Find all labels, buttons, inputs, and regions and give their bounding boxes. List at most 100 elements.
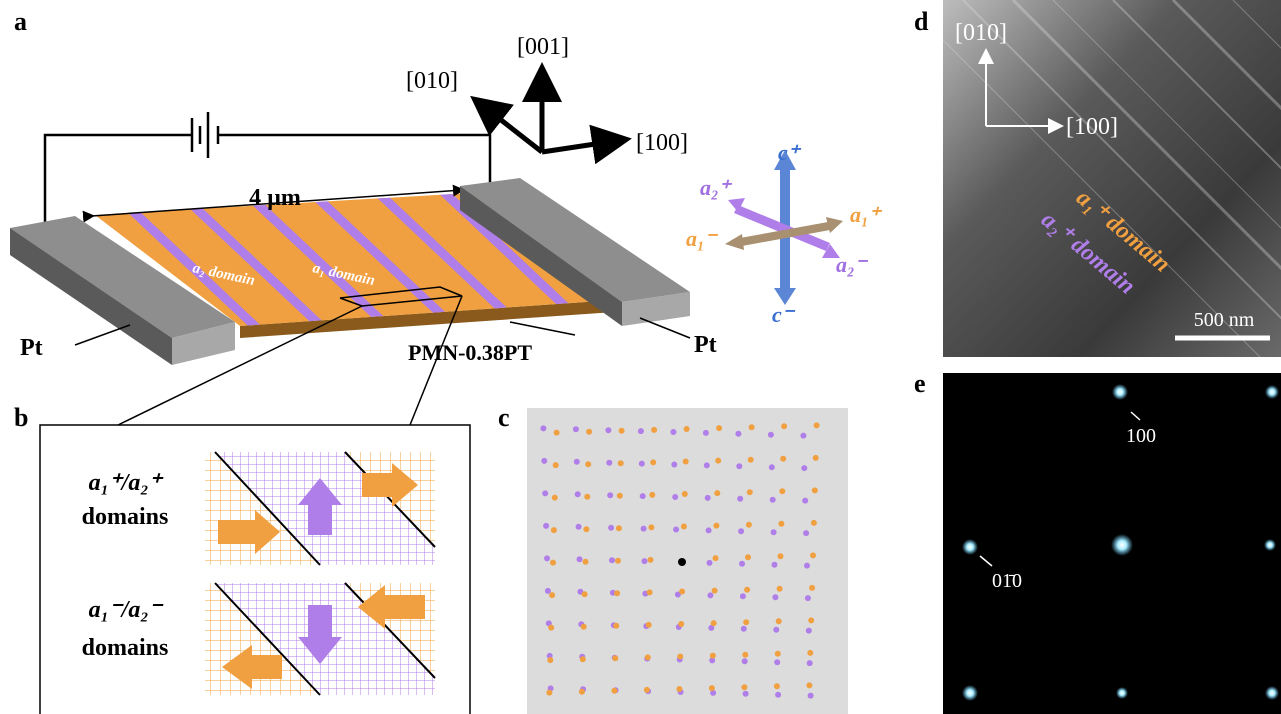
dot: [778, 553, 784, 559]
dot: [607, 492, 613, 498]
dot: [806, 628, 812, 634]
panel-label: d: [914, 7, 929, 36]
dot: [544, 555, 550, 561]
dot: [707, 560, 713, 566]
dot: [713, 523, 719, 529]
spot-label: 100: [1126, 425, 1156, 447]
axis-label: [100]: [1066, 114, 1118, 140]
row-label: domains: [82, 504, 169, 530]
dot: [644, 687, 650, 693]
dot: [737, 496, 743, 502]
axis-label: [010]: [406, 68, 458, 94]
dot: [608, 525, 614, 531]
dot: [744, 587, 750, 593]
dot: [774, 683, 780, 689]
spot: [1112, 384, 1128, 400]
dot: [552, 495, 558, 501]
panel-label: b: [14, 403, 28, 432]
dot: [586, 429, 592, 435]
polarization-label: a₁⁻: [686, 226, 719, 251]
dot: [577, 556, 583, 562]
dot: [808, 617, 814, 623]
dot: [710, 653, 716, 659]
dot: [611, 688, 617, 694]
polarization-cross: [725, 150, 843, 305]
row-label: domains: [82, 635, 169, 661]
spot: [1265, 686, 1279, 700]
dot: [810, 552, 816, 558]
dot: [547, 657, 553, 663]
polarization-label: c⁻: [772, 302, 796, 327]
dot: [573, 426, 579, 432]
dot: [773, 627, 779, 633]
polarization-label: a₂⁻: [836, 252, 869, 277]
dot: [703, 430, 709, 436]
dot: [641, 526, 647, 532]
panel-label: c: [498, 403, 510, 432]
dot: [575, 491, 581, 497]
domain-grid: [205, 452, 435, 565]
dot: [781, 423, 787, 429]
dot: [704, 462, 710, 468]
dot: [676, 686, 682, 692]
dot: [772, 594, 778, 600]
axis-label: [001]: [517, 34, 569, 60]
dot: [548, 625, 554, 631]
polarization-label: a₂⁺: [700, 175, 733, 200]
dot: [639, 461, 645, 467]
dot: [683, 459, 689, 465]
spot: [1265, 385, 1279, 399]
dot: [678, 558, 686, 566]
dot: [646, 622, 652, 628]
dot: [584, 494, 590, 500]
dot: [649, 492, 655, 498]
dot: [684, 426, 690, 432]
dot: [613, 623, 619, 629]
dot: [746, 522, 752, 528]
dot: [706, 527, 712, 533]
dot: [743, 619, 749, 625]
dot: [670, 429, 676, 435]
dot: [800, 433, 806, 439]
row-label: a₁⁻/a₂⁻: [89, 597, 164, 623]
material-label: PMN-0.38PT: [408, 340, 532, 365]
dot: [540, 425, 546, 431]
dot: [574, 459, 580, 465]
dot: [813, 455, 819, 461]
dot: [553, 462, 559, 468]
dot: [648, 524, 654, 530]
dot: [774, 659, 780, 665]
dot: [804, 563, 810, 569]
dot: [780, 456, 786, 462]
dot: [779, 488, 785, 494]
dot: [647, 589, 653, 595]
spot: [962, 685, 978, 701]
dot: [738, 528, 744, 534]
dot: [807, 650, 813, 656]
dot: [673, 527, 679, 533]
dot: [776, 618, 782, 624]
dot: [745, 554, 751, 560]
dot: [541, 458, 547, 464]
dot: [748, 457, 754, 463]
dot: [605, 427, 611, 433]
dot: [576, 524, 582, 530]
dot: [617, 493, 623, 499]
dot: [716, 425, 722, 431]
dot: [801, 465, 807, 471]
dot: [749, 424, 755, 430]
dot: [640, 493, 646, 499]
panel-label: e: [914, 369, 926, 398]
dot: [735, 431, 741, 437]
dot: [581, 624, 587, 630]
dot: [711, 620, 717, 626]
dot: [741, 626, 747, 632]
dot: [542, 490, 548, 496]
dot: [775, 651, 781, 657]
scale-label: 500 nm: [1194, 309, 1255, 331]
dot: [713, 555, 719, 561]
dot: [614, 590, 620, 596]
figure: a [001] [010] [100] 4 µm a₁ domain a₂ do…: [0, 0, 1281, 714]
dot: [546, 690, 552, 696]
dot: [770, 497, 776, 503]
